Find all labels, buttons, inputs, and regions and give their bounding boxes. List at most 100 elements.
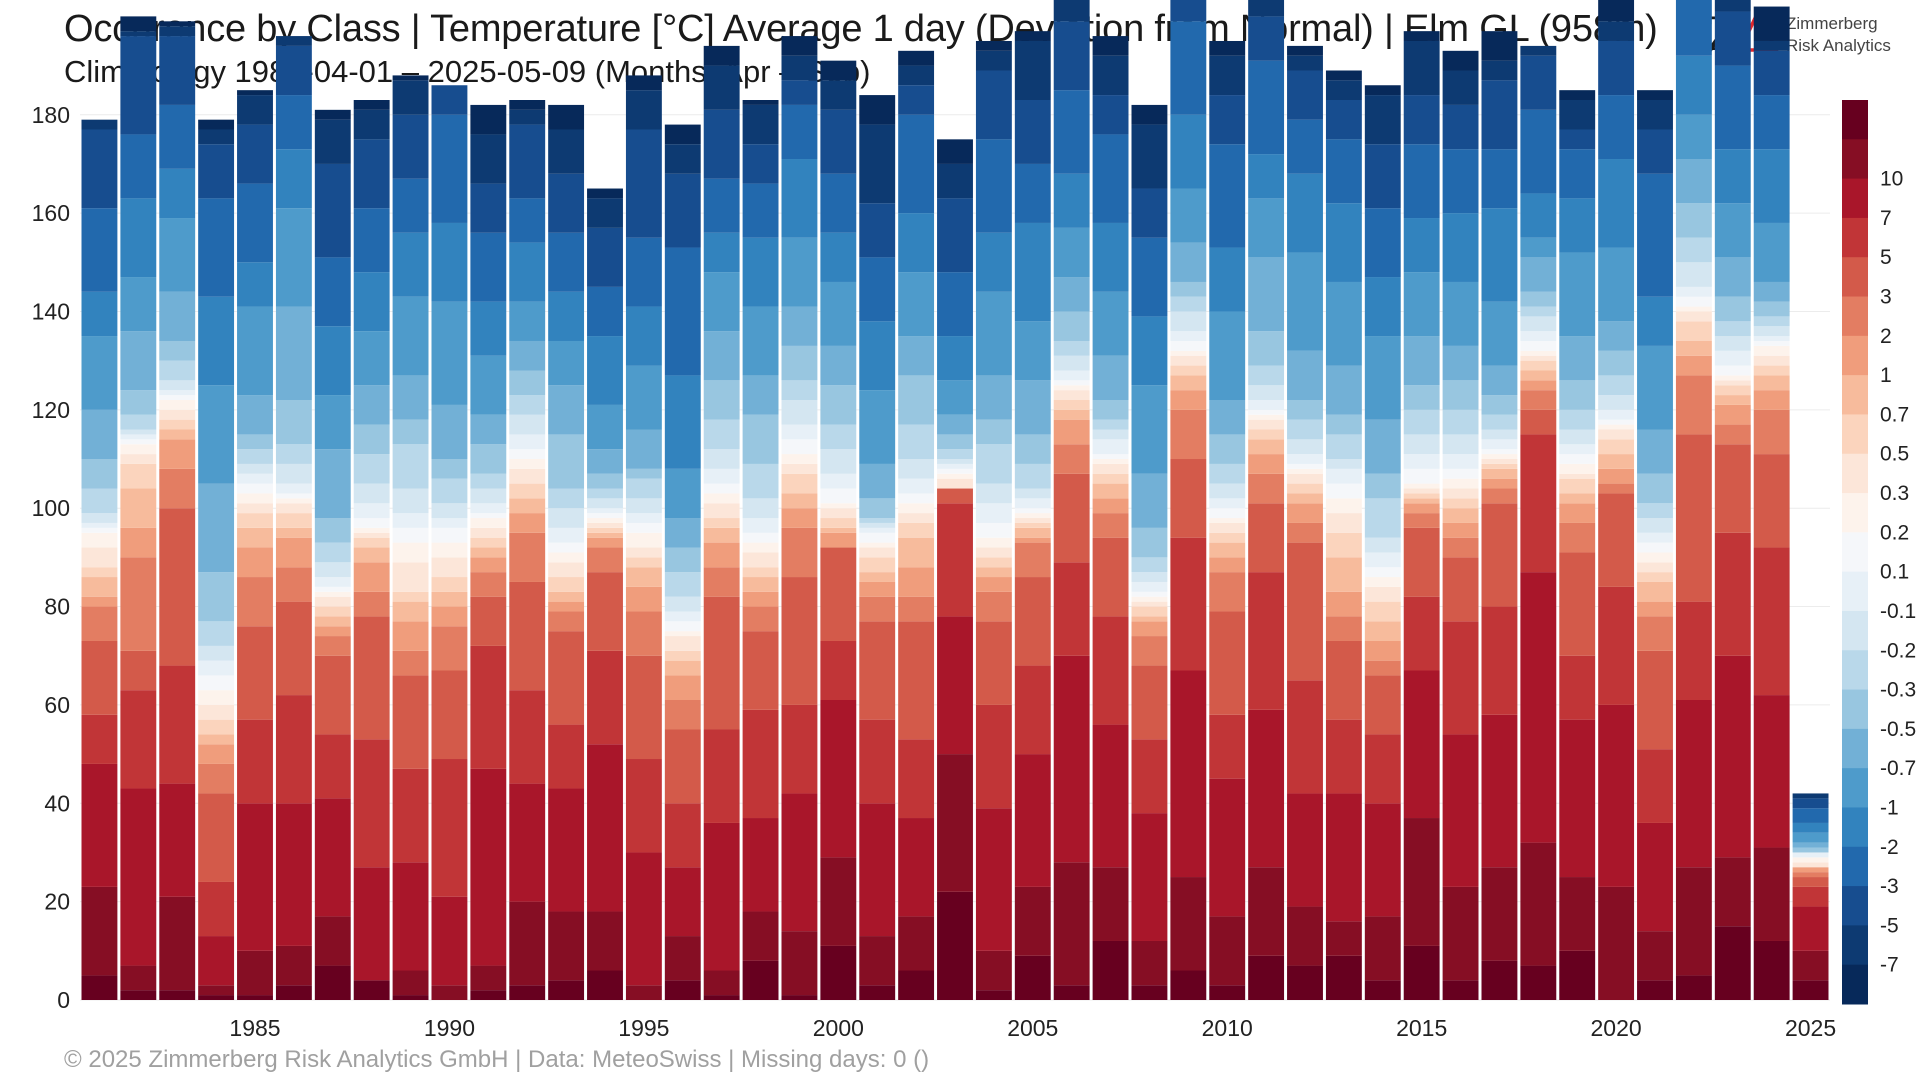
bar-segment — [1520, 109, 1557, 194]
bar-segment — [975, 567, 1012, 578]
bar-segment — [1442, 434, 1479, 455]
bar-segment — [975, 557, 1012, 568]
bar-segment — [664, 621, 701, 632]
bar-segment — [509, 395, 546, 415]
bar-segment — [1637, 345, 1673, 430]
bar-segment — [625, 985, 662, 1000]
bar-segment — [1753, 409, 1790, 455]
bar-segment — [1170, 459, 1207, 538]
bar-segment — [1131, 104, 1168, 125]
bar-segment — [1364, 552, 1401, 568]
bar-segment — [742, 237, 779, 307]
bar-segment — [664, 803, 701, 868]
bar-segment — [1209, 55, 1246, 96]
bar-segment — [237, 124, 273, 184]
bar-segment — [1598, 424, 1635, 430]
bar-segment — [120, 444, 157, 455]
bar-segment — [703, 729, 740, 823]
bar-segment — [1248, 473, 1285, 504]
bar-segment — [353, 591, 390, 617]
bar-segment — [1014, 488, 1051, 499]
legend-swatch — [1842, 139, 1868, 180]
bar-segment — [237, 90, 273, 96]
bar-segment — [509, 483, 546, 499]
bar-segment — [1675, 321, 1712, 341]
bar-segment — [1637, 100, 1673, 130]
bar-segment — [1753, 281, 1790, 302]
bar-segment — [587, 404, 623, 450]
bar-segment — [1092, 940, 1129, 1000]
bar-segment — [781, 36, 818, 56]
bar-segment — [548, 434, 585, 489]
bar-segment — [198, 660, 235, 676]
bar-segment — [587, 518, 623, 523]
bar-segment — [431, 577, 468, 592]
bar-segment — [1248, 385, 1285, 400]
bar-segment — [1559, 655, 1596, 720]
y-tick-label: 40 — [44, 790, 70, 816]
bar-segment — [81, 714, 118, 764]
bar-segment — [1014, 100, 1051, 164]
bar-segment — [1675, 203, 1712, 238]
bar-segment — [1753, 326, 1790, 337]
bar-segment — [1325, 203, 1362, 282]
bar-segment — [1053, 355, 1090, 371]
bar-segment — [1481, 429, 1518, 440]
bar-segment — [1325, 955, 1362, 1000]
bar-segment — [1325, 719, 1362, 794]
bar-segment — [1559, 950, 1596, 1000]
bar-segment — [1209, 714, 1246, 779]
bar-segment — [587, 508, 623, 514]
bar-segment — [353, 424, 390, 455]
bar-segment — [1520, 331, 1557, 341]
bar-segment — [470, 518, 507, 528]
bar-segment — [1637, 518, 1673, 533]
bar-segment — [548, 527, 585, 543]
bar-segment — [1598, 704, 1635, 887]
legend-swatch — [1842, 453, 1868, 494]
bar-segment — [742, 498, 779, 519]
bar-segment — [625, 478, 662, 499]
bar-segment — [1248, 0, 1285, 17]
bar-segment — [431, 478, 468, 504]
bar-segment — [509, 532, 546, 582]
bar-segment — [275, 537, 312, 568]
bar-segment — [1131, 237, 1168, 317]
bar-segment — [1559, 454, 1596, 464]
bar-segment — [1053, 370, 1090, 381]
bar-segment — [664, 636, 701, 651]
bar-segment — [120, 434, 157, 440]
bar-segment — [470, 557, 507, 573]
bar-segment — [625, 557, 662, 568]
bar-segment — [1053, 277, 1090, 312]
legend-label: 0.1 — [1880, 561, 1909, 584]
bar-segment — [1520, 237, 1557, 258]
bar-segment — [237, 503, 273, 514]
bar-segment — [1481, 149, 1518, 209]
bar-segment — [1403, 493, 1440, 499]
bar-segment — [975, 621, 1012, 705]
bar-segment — [703, 468, 740, 484]
bar-segment — [664, 547, 701, 573]
bar-segment — [820, 60, 857, 81]
bar-segment — [159, 395, 196, 400]
bar-segment — [1209, 916, 1246, 986]
bar-segment — [198, 645, 235, 661]
legend-label: -0.7 — [1880, 757, 1916, 780]
bar-segment — [1520, 193, 1557, 238]
bar-segment — [1014, 222, 1051, 322]
bar-segment — [1325, 557, 1362, 592]
bar-segment — [237, 577, 273, 627]
bar-segment — [1092, 400, 1129, 420]
legend-label: -1 — [1880, 796, 1899, 819]
bar-segment — [314, 626, 351, 637]
bar-segment — [1053, 473, 1090, 563]
bar-segment — [1364, 586, 1401, 602]
bar-segment — [470, 232, 507, 302]
bar-segment — [937, 468, 973, 474]
bar-segment — [198, 572, 235, 622]
bar-segment — [1520, 55, 1557, 110]
bar-segment — [1753, 95, 1790, 150]
bar-segment — [431, 591, 468, 607]
bar-segment — [275, 527, 312, 538]
